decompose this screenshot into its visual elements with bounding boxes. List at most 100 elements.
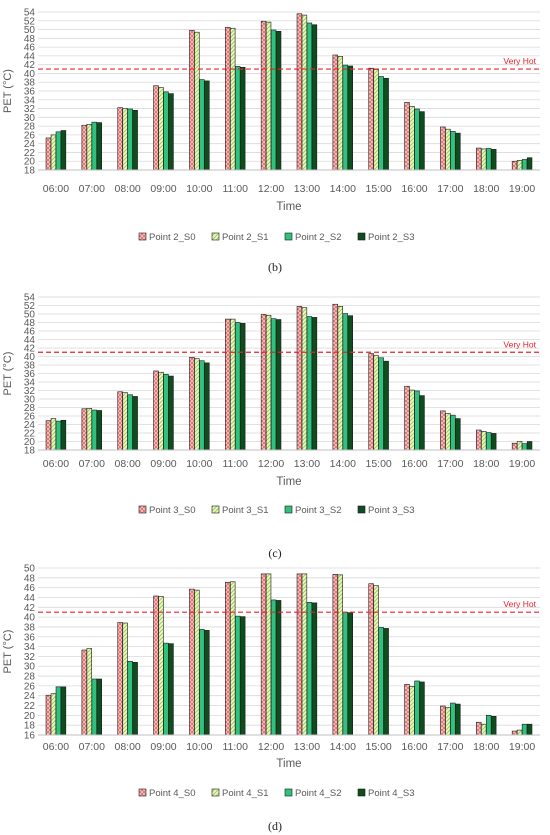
- very-hot-label: Very Hot: [503, 56, 536, 66]
- bar-s3: [96, 410, 102, 451]
- bar-s2: [270, 599, 277, 736]
- y-tick-label: 40: [24, 352, 36, 363]
- bar-s3: [311, 317, 318, 451]
- y-tick-label: 24: [24, 139, 36, 150]
- y-tick-label: 52: [24, 16, 36, 27]
- y-tick-label: 42: [24, 603, 36, 614]
- x-tick-label: 07:00: [79, 741, 105, 753]
- very-hot-label: Very Hot: [503, 339, 536, 349]
- bar-s0: [296, 306, 303, 451]
- bar-s0: [476, 721, 482, 736]
- caption-b: (b): [268, 260, 282, 274]
- bar-s2: [521, 443, 528, 451]
- bar-s0: [440, 126, 446, 171]
- bar-s0: [511, 160, 518, 171]
- x-tick-label: 12:00: [258, 183, 284, 195]
- x-tick-label: 11:00: [222, 458, 248, 470]
- x-tick-label: 17:00: [437, 458, 463, 470]
- x-axis-label: Time: [276, 758, 301, 770]
- bar-s0: [332, 303, 338, 451]
- legend-label: Point 2_S3: [368, 232, 414, 243]
- bar-s2: [378, 357, 384, 451]
- y-tick-label: 36: [24, 87, 36, 98]
- y-tick-label: 18: [24, 166, 36, 177]
- bar-s3: [240, 616, 246, 736]
- legend-swatch: [357, 232, 366, 241]
- y-tick-label: 54: [24, 293, 36, 304]
- bar-s1: [265, 21, 272, 171]
- bar-s2: [414, 680, 420, 736]
- x-tick-label: 10:00: [186, 183, 212, 195]
- bar-s3: [132, 110, 138, 171]
- legend-item-s2: Point 3_S2: [284, 505, 341, 516]
- x-tick-label: 13:00: [294, 741, 320, 753]
- bar-s2: [521, 723, 528, 736]
- legend-item-s1: Point 3_S1: [211, 505, 268, 516]
- bar-s2: [127, 394, 133, 451]
- x-tick-label: 17:00: [437, 183, 463, 195]
- bar-s1: [50, 418, 57, 451]
- bar-s1: [86, 408, 92, 451]
- bar-s2: [55, 420, 62, 451]
- bar-s3: [455, 703, 461, 736]
- y-tick-label: 16: [24, 731, 36, 742]
- legend-label: Point 4_S3: [368, 788, 414, 799]
- bar-s3: [383, 360, 389, 451]
- bar-s2: [486, 432, 492, 451]
- x-tick-label: 06:00: [43, 458, 69, 470]
- bar-s2: [199, 360, 205, 451]
- bar-s0: [404, 684, 410, 736]
- bar-s2: [91, 121, 97, 171]
- y-tick-label: 26: [24, 412, 36, 423]
- bar-s1: [481, 431, 487, 451]
- y-axis-label: PET (°C): [2, 69, 14, 113]
- bar-s3: [60, 130, 67, 171]
- x-tick-label: 08:00: [115, 458, 141, 470]
- bar-s2: [127, 108, 133, 171]
- x-tick-label: 08:00: [115, 741, 141, 753]
- y-tick-label: 32: [24, 104, 36, 115]
- legend-swatch: [211, 232, 220, 241]
- x-tick-label: 06:00: [43, 183, 69, 195]
- bar-s2: [342, 313, 348, 451]
- y-tick-label: 50: [24, 25, 36, 36]
- bar-s0: [81, 124, 87, 171]
- bar-s3: [491, 433, 497, 451]
- very-hot-label: Very Hot: [503, 599, 536, 609]
- x-tick-label: 18:00: [473, 183, 499, 195]
- y-tick-label: 46: [24, 583, 36, 594]
- bar-s0: [368, 67, 374, 171]
- bar-s0: [368, 583, 374, 736]
- legend-swatch: [211, 505, 220, 514]
- bar-s0: [296, 573, 303, 736]
- y-tick-label: 18: [24, 721, 36, 732]
- bar-s3: [60, 419, 67, 451]
- bar-s0: [440, 410, 446, 451]
- bar-s2: [378, 627, 384, 736]
- legend-label: Point 2_S2: [295, 232, 341, 243]
- legend-swatch: [284, 788, 293, 797]
- legend-swatch: [357, 505, 366, 514]
- y-tick-label: 54: [24, 8, 36, 19]
- x-tick-label: 19:00: [509, 183, 535, 195]
- bar-s2: [270, 318, 277, 451]
- bar-s0: [225, 27, 231, 171]
- x-tick-label: 06:00: [43, 741, 69, 753]
- bar-s3: [383, 628, 389, 736]
- bar-s2: [378, 76, 384, 171]
- bar-s3: [526, 723, 533, 736]
- y-tick-label: 32: [24, 652, 36, 663]
- bar-s1: [122, 108, 128, 171]
- x-tick-label: 14:00: [330, 183, 356, 195]
- bar-s0: [404, 102, 410, 171]
- bar-s0: [511, 730, 518, 736]
- y-tick-label: 50: [24, 310, 36, 321]
- bar-s2: [127, 661, 133, 736]
- bar-s2: [486, 715, 492, 736]
- y-tick-label: 30: [24, 113, 36, 124]
- bar-s0: [117, 622, 123, 736]
- bar-s2: [450, 702, 456, 736]
- bar-s3: [60, 686, 67, 736]
